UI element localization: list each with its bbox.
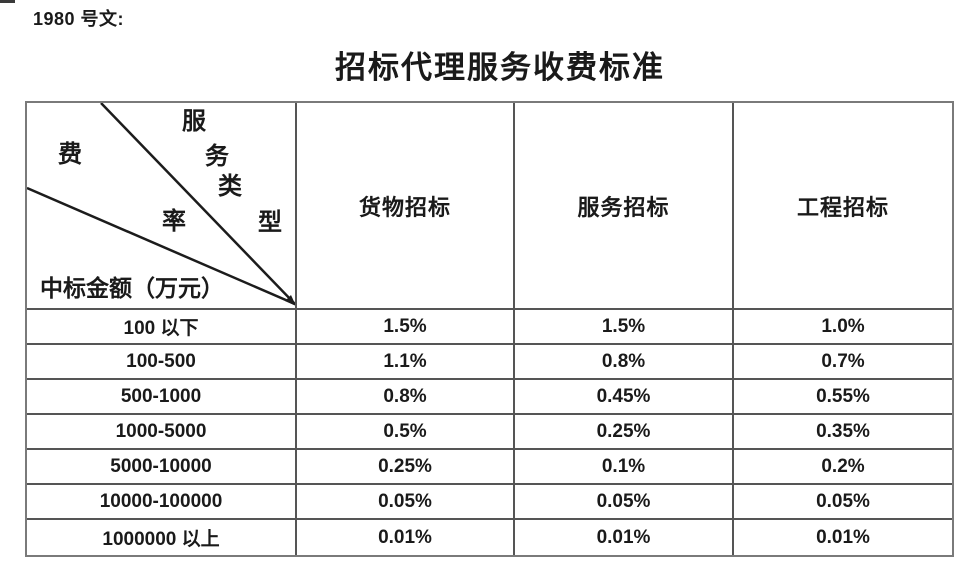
rate-cell: 0.05% — [734, 485, 952, 520]
rate-cell: 0.8% — [515, 345, 734, 380]
arrowhead-icon — [285, 295, 295, 306]
column-header-engineering: 工程招标 — [734, 103, 952, 310]
corner-service-type-char: 服 — [182, 109, 206, 135]
rate-cell: 1.1% — [297, 345, 515, 380]
rate-cell: 0.01% — [297, 520, 515, 555]
row-amount-label: 5000-10000 — [27, 450, 297, 485]
doc-number-label: 1980 号文: — [33, 9, 125, 29]
rate-cell: 1.5% — [297, 310, 515, 345]
rate-cell: 0.2% — [734, 450, 952, 485]
corner-service-type-char: 务 — [205, 144, 229, 170]
rate-cell: 0.25% — [297, 450, 515, 485]
row-amount-label: 1000000 以上 — [27, 520, 297, 555]
rate-cell: 1.0% — [734, 310, 952, 345]
rate-cell: 0.25% — [515, 415, 734, 450]
corner-rate-char: 费 — [58, 142, 82, 168]
row-amount-label: 10000-100000 — [27, 485, 297, 520]
corner-service-type-char: 类 — [218, 174, 242, 200]
rate-cell: 0.5% — [297, 415, 515, 450]
row-amount-label: 1000-5000 — [27, 415, 297, 450]
row-amount-label: 100-500 — [27, 345, 297, 380]
rate-cell: 0.01% — [816, 526, 870, 548]
diagonal-split-lines — [27, 103, 295, 306]
rate-cell: 0.1% — [515, 450, 734, 485]
column-header-service: 服务招标 — [515, 103, 734, 310]
corner-service-type-char: 型 — [258, 210, 282, 236]
rate-cell: 0.05% — [515, 485, 734, 520]
corner-rate-char: 率 — [162, 209, 186, 235]
rate-cell: 0.8% — [297, 380, 515, 415]
rate-cell: 0.05% — [297, 485, 515, 520]
rate-cell: 0.35% — [734, 415, 952, 450]
page-corner-mark — [0, 0, 15, 3]
page-title: 招标代理服务收费标准 — [335, 50, 665, 85]
rate-cell: 0.7% — [734, 345, 952, 380]
fee-standard-table: 服 务 类 型 费 率 中标金额（万元） 货物招标 服务招标 工程招标 100 … — [25, 101, 954, 557]
column-header-goods: 货物招标 — [297, 103, 515, 310]
row-amount-label: 100 以下 — [27, 310, 297, 345]
rate-cell: 0.55% — [734, 380, 952, 415]
diagonal-header-cell: 服 务 类 型 费 率 中标金额（万元） — [27, 103, 297, 310]
rate-cell: 1.5% — [515, 310, 734, 345]
row-amount-label: 500-1000 — [27, 380, 297, 415]
corner-amount-label: 中标金额（万元） — [40, 276, 224, 301]
rate-cell: 0.45% — [515, 380, 734, 415]
rate-cell: 0.01% — [515, 520, 734, 555]
